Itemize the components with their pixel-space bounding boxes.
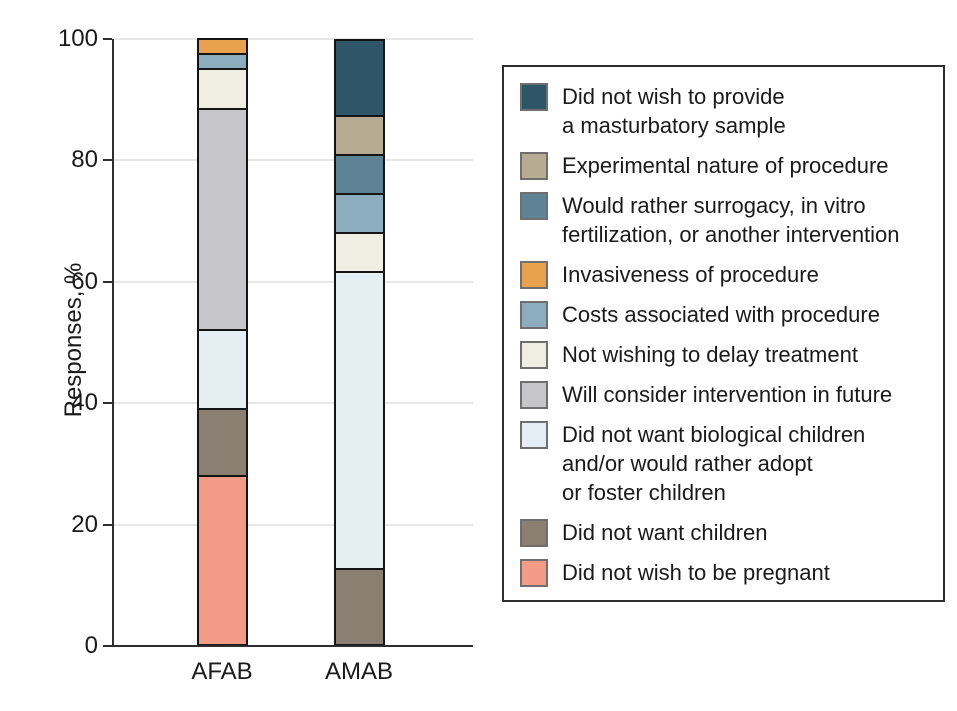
bar-segment-amab-1 [336,114,383,154]
y-tick-label-80: 80 [71,146,98,174]
legend-item-9: Did not wish to be pregnant [520,558,933,587]
legend-item-5: Not wishing to delay treatment [520,340,933,369]
gridline-100 [114,38,473,40]
x-axis-label-afab: AFAB [191,658,253,685]
y-tick-mark-100 [103,38,112,40]
legend-swatch-6 [520,381,548,409]
legend-label-4: Costs associated with procedure [562,302,880,327]
legend-item-8: Did not want children [520,518,933,547]
bar-segment-amab-8 [336,568,383,644]
legend-label-0: Did not wish to provide a masturbatory s… [562,84,786,138]
y-axis-title: Responses, % [60,262,87,418]
bar-segment-amab-5 [336,231,383,271]
legend-swatch-9 [520,559,548,587]
legend-item-6: Will consider intervention in future [520,380,933,409]
y-tick-label-20: 20 [71,510,98,538]
y-tick-mark-80 [103,159,112,162]
legend-item-4: Costs associated with procedure [520,300,933,329]
y-tick-label-0: 0 [84,632,98,659]
legend-label-1: Experimental nature of procedure [562,153,889,178]
legend-item-1: Experimental nature of procedure [520,151,933,180]
legend-item-3: Invasiveness of procedure [520,260,933,289]
y-tick-mark-40 [103,402,112,405]
bar-segment-amab-7 [336,270,383,569]
legend-swatch-7 [520,421,548,449]
legend-item-7: Did not want biological children and/or … [520,420,933,507]
legend-swatch-0 [520,83,548,111]
bar-segment-amab-2 [336,153,383,193]
legend-item-2: Would rather surrogacy, in vitro fertili… [520,191,933,249]
y-tick-label-100: 100 [57,25,98,52]
legend-swatch-8 [520,519,548,547]
legend-label-9: Did not wish to be pregnant [562,560,830,585]
gridline-40 [114,402,473,405]
legend-items: Did not wish to provide a masturbatory s… [520,82,933,587]
x-axis-label-amab: AMAB [324,658,393,685]
bar-amab [334,39,385,646]
legend-box: Did not wish to provide a masturbatory s… [502,65,945,602]
bar-segment-afab-8 [199,408,246,475]
bar-segment-afab-5 [199,68,246,109]
legend-swatch-3 [520,261,548,289]
gridline-60 [114,280,473,283]
legend-label-5: Not wishing to delay treatment [562,342,858,367]
y-tick-label-60: 60 [71,267,98,295]
legend-swatch-4 [520,301,548,329]
legend-label-7: Did not want biological children and/or … [562,422,866,505]
bar-segment-amab-0 [336,41,383,115]
legend-label-6: Will consider intervention in future [562,382,893,407]
gridline-20 [114,523,473,526]
legend-label-3: Invasiveness of procedure [562,262,819,287]
y-tick-mark-0 [103,645,112,647]
legend-swatch-2 [520,192,548,220]
y-tick-mark-60 [103,280,112,283]
bar-segment-amab-4 [336,192,383,232]
x-axis-line [112,645,473,647]
legend-swatch-5 [520,341,548,369]
y-tick-label-40: 40 [71,389,98,417]
bar-segment-afab-9 [199,474,246,645]
plot-area [114,38,473,646]
legend-label-2: Would rather surrogacy, in vitro fertili… [562,193,900,247]
legend-label-8: Did not want children [562,520,768,545]
legend-swatch-1 [520,152,548,180]
y-tick-mark-20 [103,523,112,526]
bar-segment-afab-3 [199,40,246,54]
legend-item-0: Did not wish to provide a masturbatory s… [520,82,933,140]
bar-segment-afab-7 [199,329,246,409]
bar-segment-afab-4 [199,53,246,69]
bar-segment-afab-6 [199,108,246,330]
bar-afab [197,38,248,646]
gridline-80 [114,159,473,162]
y-axis-line [112,39,114,647]
